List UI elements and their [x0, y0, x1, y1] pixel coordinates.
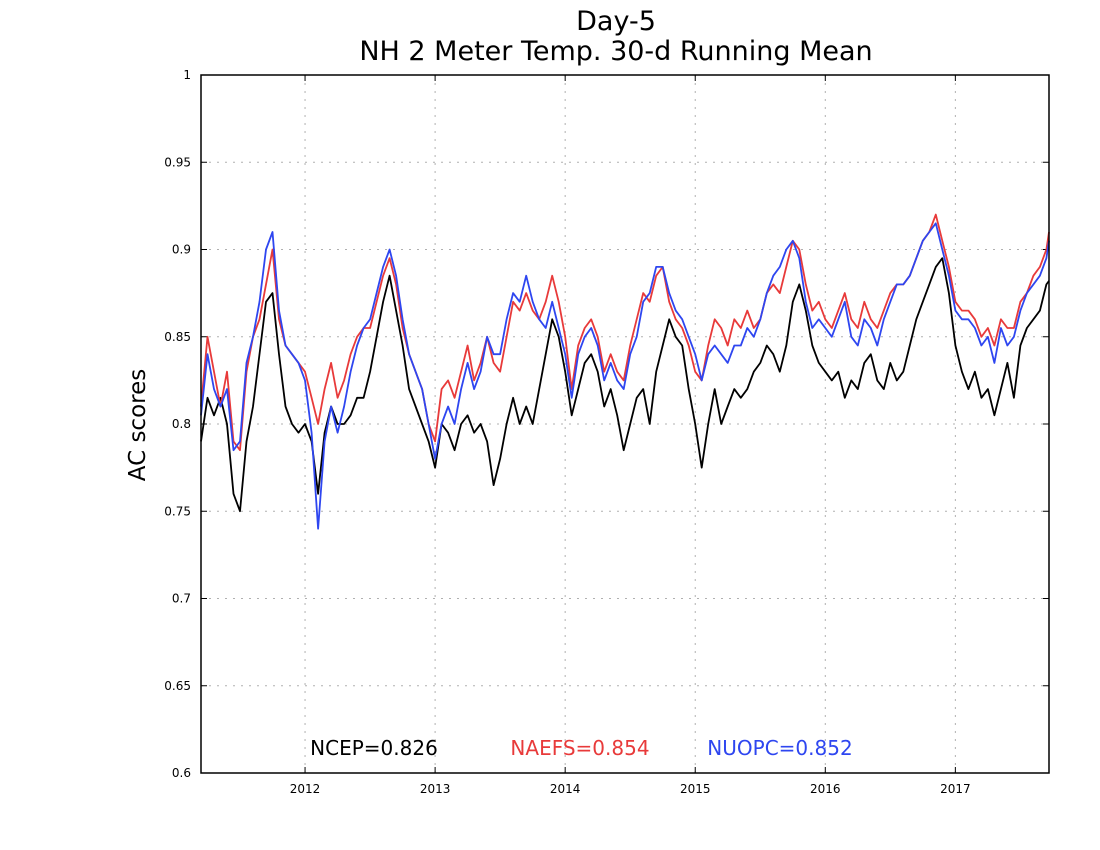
- x-tick-label: 2015: [680, 782, 711, 796]
- series-ncep-line: [200, 257, 1050, 513]
- y-tick-label: 0.7: [172, 592, 191, 606]
- legend-nuopc: NUOPC=0.852: [707, 736, 852, 760]
- y-tick-label: 0.95: [164, 155, 191, 169]
- x-tick-label: 2014: [550, 782, 581, 796]
- gridlines: [201, 75, 1049, 773]
- y-tick-label: 1: [183, 68, 191, 82]
- y-axis-label: AC scores: [125, 369, 151, 481]
- legend: NCEP=0.826 NAEFS=0.854 NUOPC=0.852: [310, 736, 853, 760]
- chart-subtitle: NH 2 Meter Temp. 30-d Running Mean: [359, 36, 872, 67]
- y-tick-label: 0.9: [172, 243, 191, 257]
- y-tick-label: 0.6: [172, 766, 191, 780]
- series-lines: [200, 213, 1050, 530]
- plot-frame: [200, 74, 1050, 774]
- legend-naefs: NAEFS=0.854: [510, 736, 649, 760]
- x-tick-label: 2013: [420, 782, 451, 796]
- axes: 0.6 0.65 0.7 0.75 0.8 0.85 0.9 0.95 1 2012 2013 201…: [164, 68, 1049, 796]
- chart-title: Day-5: [576, 6, 656, 37]
- y-tick-label: 0.65: [164, 679, 191, 693]
- y-tick-label: 0.85: [164, 330, 191, 344]
- legend-ncep: NCEP=0.826: [310, 736, 438, 760]
- series-nuopc-line: [200, 222, 1050, 530]
- y-tick-label: 0.8: [172, 417, 191, 431]
- x-tick-label: 2012: [290, 782, 321, 796]
- y-tick-label: 0.75: [164, 504, 191, 518]
- x-tick-label: 2017: [940, 782, 971, 796]
- x-tick-label: 2016: [810, 782, 841, 796]
